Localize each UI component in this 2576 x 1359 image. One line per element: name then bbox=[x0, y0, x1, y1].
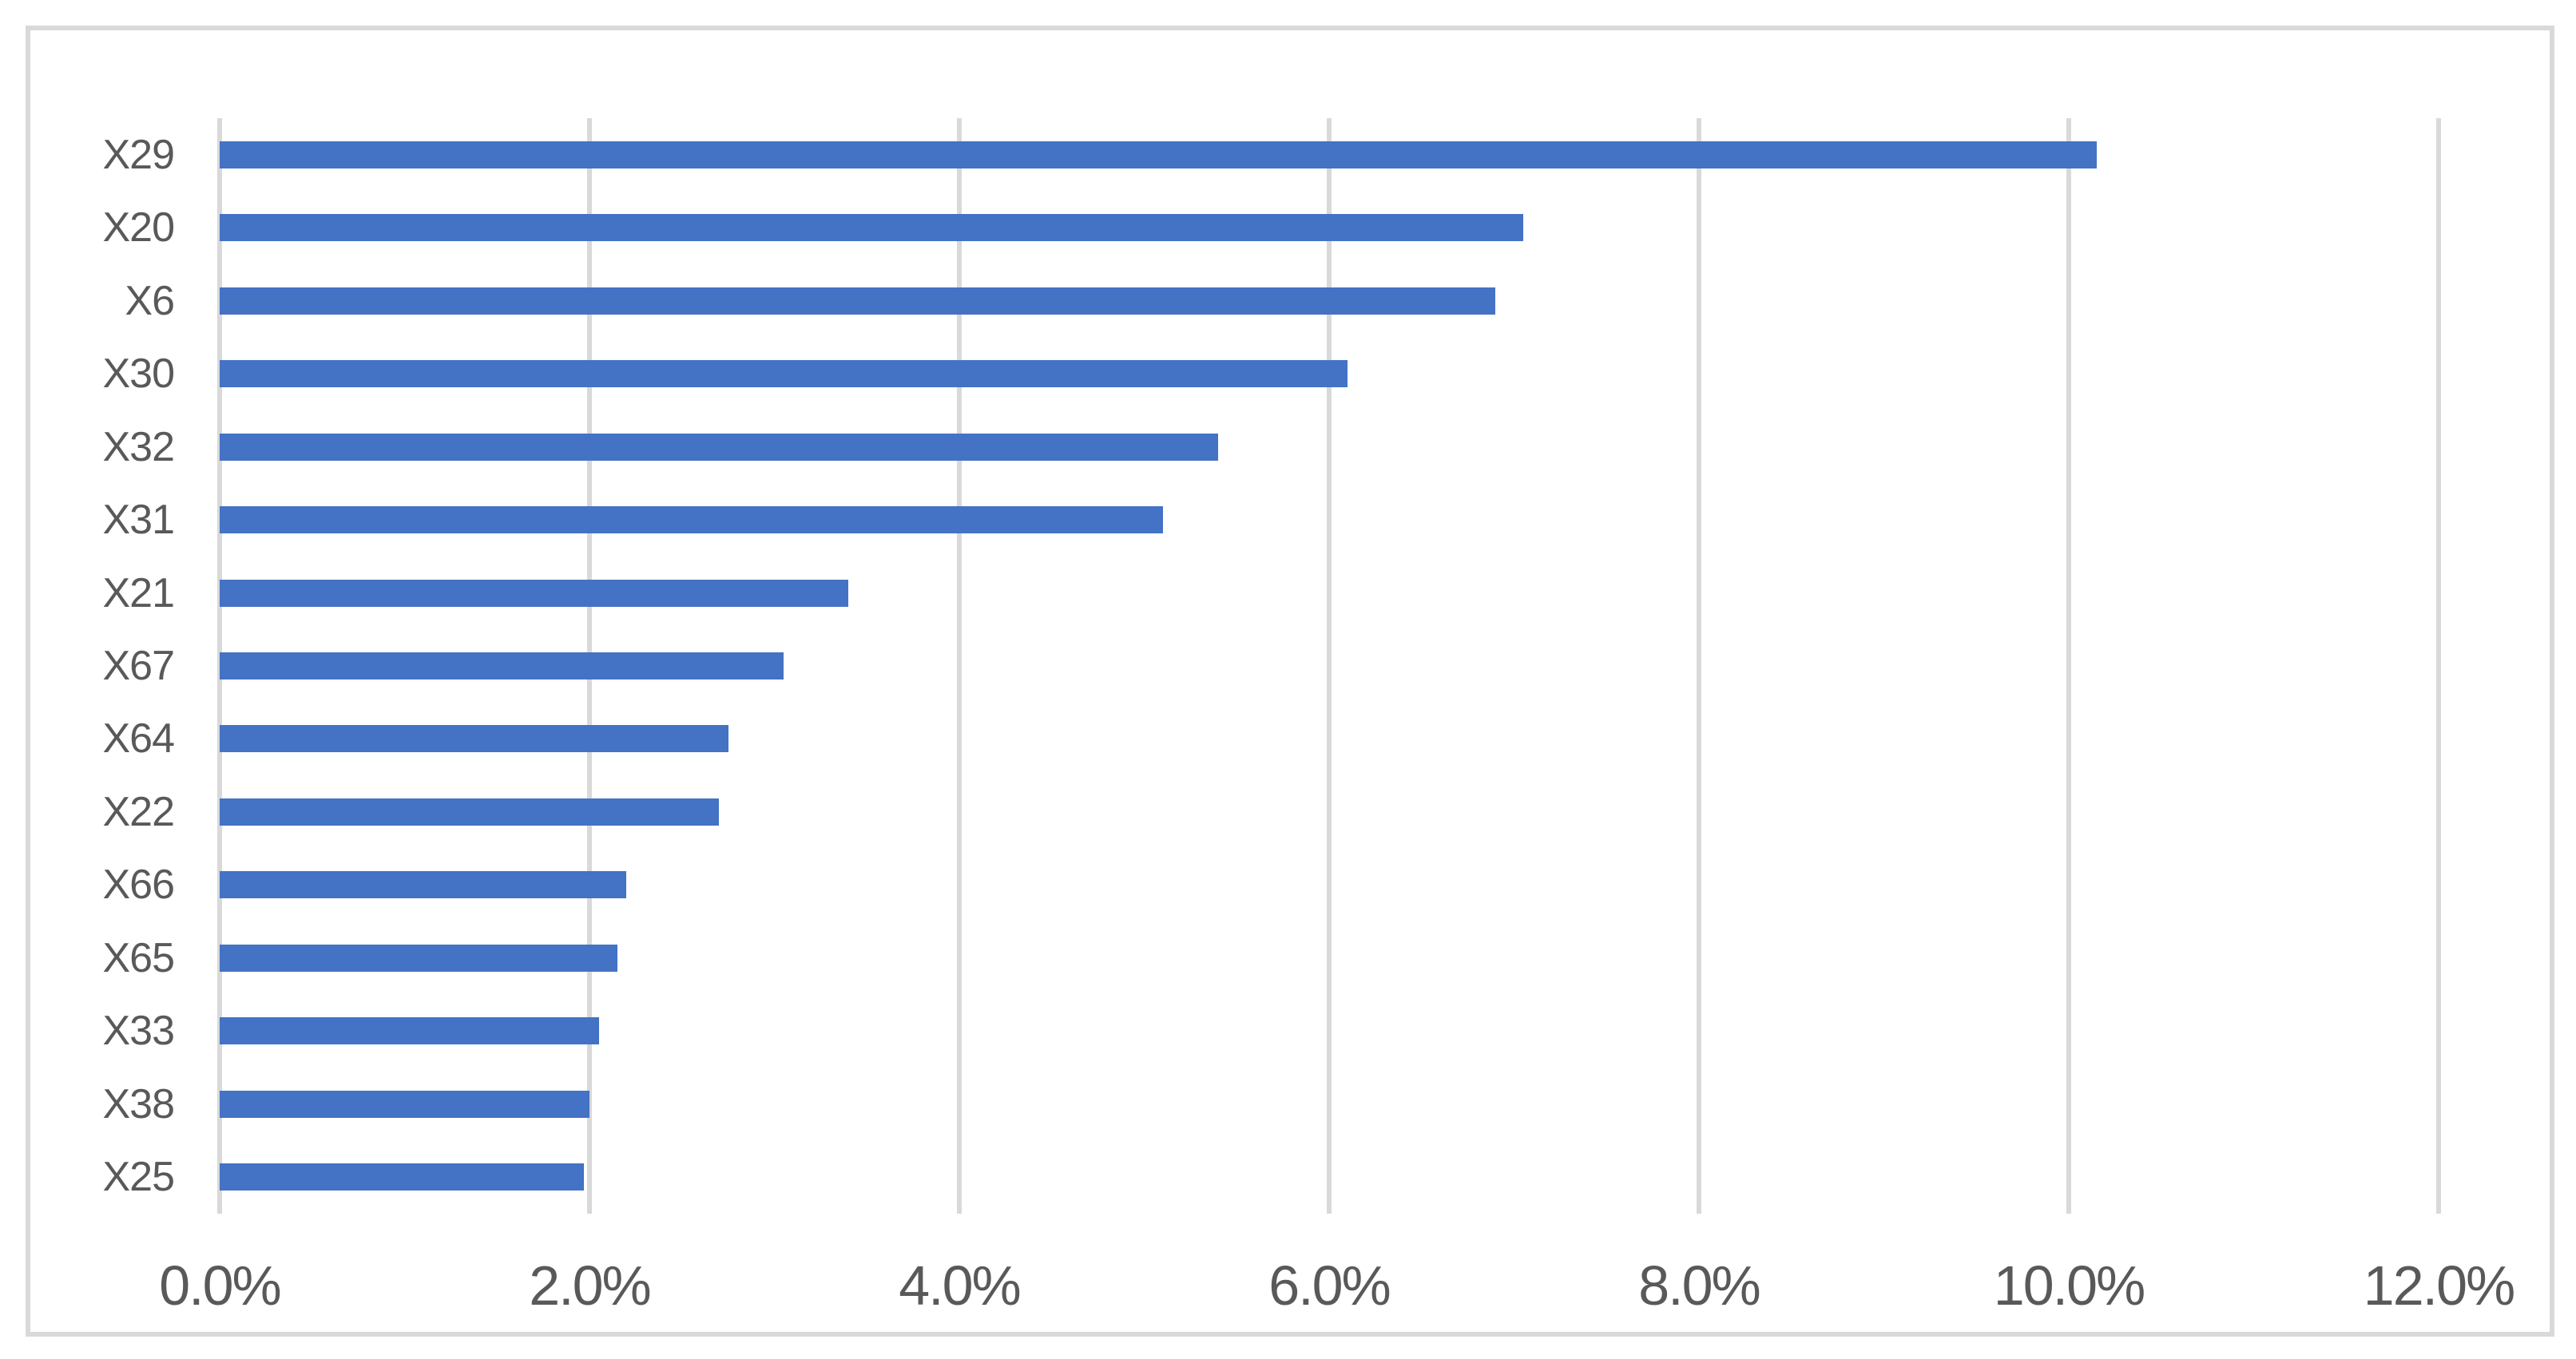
x-tick-label-10.0%: 10.0% bbox=[1993, 1254, 2145, 1317]
gridline-10.0% bbox=[2066, 118, 2071, 1214]
x-tick-label-2.0%: 2.0% bbox=[529, 1254, 652, 1317]
bar-row-X38 bbox=[220, 1068, 2439, 1140]
bar-row-X21 bbox=[220, 557, 2439, 629]
category-label-X29: X29 bbox=[102, 131, 175, 178]
bar-row-X32 bbox=[220, 410, 2439, 483]
bar-X65 bbox=[220, 944, 617, 972]
category-label-X30: X30 bbox=[102, 351, 175, 398]
x-tick-label-6.0%: 6.0% bbox=[1268, 1254, 1391, 1317]
value-axis: 0.0% 2.0% 4.0% 6.0% 8.0% 10.0% 12.0% bbox=[30, 1258, 2550, 1345]
bar-X20 bbox=[220, 214, 1524, 242]
bar-X64 bbox=[220, 725, 728, 753]
gridline-12.0% bbox=[2436, 118, 2441, 1214]
category-label-X66: X66 bbox=[102, 862, 175, 909]
bar-X6 bbox=[220, 287, 1496, 315]
category-label-X38: X38 bbox=[102, 1080, 175, 1127]
bar-X31 bbox=[220, 506, 1163, 534]
bar-X38 bbox=[220, 1090, 589, 1118]
category-label-X21: X21 bbox=[102, 569, 175, 616]
category-label-X64: X64 bbox=[102, 715, 175, 763]
chart-frame: X29 X20 X6 X30 X32 X31 X21 X67 X64 X22 X66 X65 X33 X3… bbox=[26, 26, 2554, 1337]
bar-X30 bbox=[220, 360, 1348, 388]
category-label-X67: X67 bbox=[102, 643, 175, 690]
bar-row-X22 bbox=[220, 775, 2439, 848]
bar-X25 bbox=[220, 1163, 585, 1191]
bar-X22 bbox=[220, 798, 720, 826]
bar-X21 bbox=[220, 579, 849, 607]
x-tick-label-12.0%: 12.0% bbox=[2363, 1254, 2515, 1317]
bar-row-X67 bbox=[220, 629, 2439, 702]
bar-X66 bbox=[220, 871, 627, 899]
bar-X33 bbox=[220, 1017, 599, 1045]
category-label-X65: X65 bbox=[102, 934, 175, 981]
bar-row-X65 bbox=[220, 921, 2439, 994]
bar-X29 bbox=[220, 141, 2097, 168]
bar-X67 bbox=[220, 652, 784, 680]
plot-area bbox=[217, 118, 2441, 1214]
bar-X32 bbox=[220, 433, 1219, 461]
x-tick-label-4.0%: 4.0% bbox=[899, 1254, 1022, 1317]
bar-row-X31 bbox=[220, 483, 2439, 556]
gridline-6.0% bbox=[1327, 118, 1332, 1214]
gridline-8.0% bbox=[1696, 118, 1701, 1214]
bar-row-X25 bbox=[220, 1141, 2439, 1214]
category-label-X6: X6 bbox=[125, 277, 175, 324]
bar-series bbox=[220, 118, 2439, 1214]
gridline-4.0% bbox=[956, 118, 962, 1214]
category-label-X20: X20 bbox=[102, 204, 175, 252]
category-label-X22: X22 bbox=[102, 788, 175, 835]
bar-row-X20 bbox=[220, 191, 2439, 263]
bar-row-X30 bbox=[220, 337, 2439, 410]
category-label-X25: X25 bbox=[102, 1154, 175, 1201]
x-tick-label-0.0%: 0.0% bbox=[159, 1254, 282, 1317]
bar-row-X66 bbox=[220, 849, 2439, 921]
bar-row-X6 bbox=[220, 264, 2439, 337]
category-label-X31: X31 bbox=[102, 497, 175, 544]
bar-row-X64 bbox=[220, 703, 2439, 775]
category-label-X32: X32 bbox=[102, 423, 175, 470]
x-tick-label-8.0%: 8.0% bbox=[1638, 1254, 1761, 1317]
category-axis-labels: X29 X20 X6 X30 X32 X31 X21 X67 X64 X22 X66 X65 X33 X3… bbox=[65, 118, 175, 1214]
bar-row-X33 bbox=[220, 995, 2439, 1068]
bar-row-X29 bbox=[220, 118, 2439, 191]
category-label-X33: X33 bbox=[102, 1008, 175, 1055]
